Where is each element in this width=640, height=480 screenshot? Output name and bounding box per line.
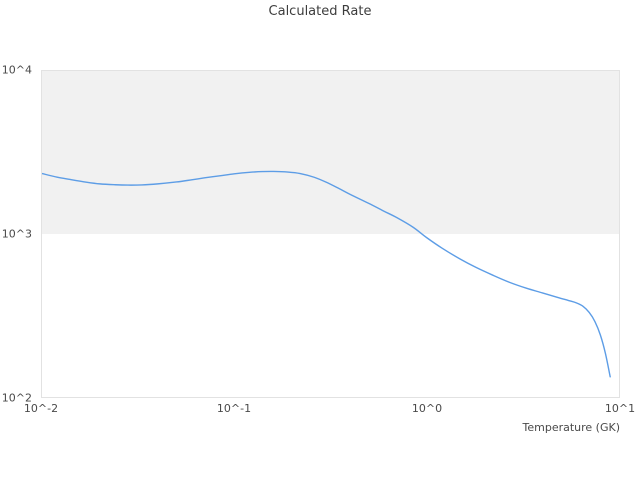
x-tick-label-1e-1: 10^-1 (216, 402, 252, 415)
x-tick-label-1e-2: 10^-2 (23, 402, 59, 415)
plot-area (41, 70, 620, 398)
y-tick-label-1e2: 10^2 (1, 391, 32, 405)
y-tick-label-1e3: 10^3 (1, 227, 32, 241)
y-tick-label-1e4: 10^4 (1, 63, 32, 77)
x-tick-label-1e1: 10^1 (604, 402, 636, 415)
rate-curve-canvas (42, 170, 611, 378)
rate-curve (42, 170, 611, 378)
x-axis-label: Temperature (GK) (522, 421, 621, 434)
chart-title: Calculated Rate (268, 4, 372, 19)
log-decade-band (42, 71, 619, 234)
x-tick-label-1e0: 10^0 (411, 402, 443, 415)
